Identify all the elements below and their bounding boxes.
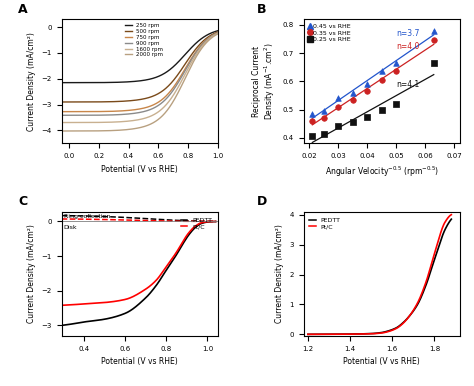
Point: [378, 68, 385, 74]
Y-axis label: Current Density (mA/cm²): Current Density (mA/cm²): [275, 224, 284, 323]
Point: [430, 60, 438, 66]
Point: [430, 37, 438, 44]
Point: [364, 88, 371, 94]
Point: [378, 77, 385, 83]
Y-axis label: Current Density (mA/cm²): Current Density (mA/cm²): [27, 224, 36, 323]
Legend: PEDTT, Pt/C: PEDTT, Pt/C: [178, 215, 215, 232]
X-axis label: Angular Velocity$^{-0.5}$ (rpm$^{-0.5}$): Angular Velocity$^{-0.5}$ (rpm$^{-0.5}$): [325, 165, 439, 179]
Point: [364, 81, 371, 87]
Point: [349, 96, 356, 103]
Point: [320, 108, 328, 114]
Point: [392, 60, 400, 66]
Text: C: C: [18, 195, 27, 208]
Point: [364, 113, 371, 120]
Text: D: D: [257, 195, 267, 208]
X-axis label: Potential (V vs RHE): Potential (V vs RHE): [101, 357, 178, 366]
Text: B: B: [257, 3, 266, 16]
Point: [430, 27, 438, 34]
Point: [349, 119, 356, 125]
Point: [320, 130, 328, 137]
Point: [335, 104, 342, 110]
Point: [335, 95, 342, 102]
Y-axis label: Reciprocal Current
Density (mA$^{-1}$.cm$^{2}$): Reciprocal Current Density (mA$^{-1}$.cm…: [252, 43, 277, 120]
Point: [392, 68, 400, 74]
Legend: 250 rpm, 500 rpm, 750 rpm, 900 rpm, 1600 rpm, 2000 rpm: 250 rpm, 500 rpm, 750 rpm, 900 rpm, 1600…: [124, 22, 164, 58]
Text: Disk: Disk: [64, 225, 77, 230]
Text: n=4.1: n=4.1: [396, 80, 419, 89]
Point: [320, 115, 328, 121]
X-axis label: Potential (V vs RHE): Potential (V vs RHE): [101, 165, 178, 174]
Point: [335, 124, 342, 130]
Point: [392, 101, 400, 107]
Y-axis label: Current Density (mA/cm²): Current Density (mA/cm²): [27, 32, 36, 131]
Point: [309, 133, 316, 139]
Text: n=3.7: n=3.7: [396, 29, 419, 38]
Text: A: A: [18, 3, 27, 16]
Legend: PEDTT, Pt/C: PEDTT, Pt/C: [307, 215, 343, 232]
Point: [309, 111, 316, 117]
X-axis label: Potential (V vs RHE): Potential (V vs RHE): [343, 357, 420, 366]
Text: Ring collection: Ring collection: [64, 214, 110, 219]
Point: [349, 90, 356, 96]
Text: n=4.0: n=4.0: [396, 42, 419, 51]
Point: [378, 107, 385, 113]
Legend: 0.45 vs RHE, 0.35 vs RHE, 0.25 vs RHE: 0.45 vs RHE, 0.35 vs RHE, 0.25 vs RHE: [307, 22, 352, 44]
Point: [309, 118, 316, 124]
